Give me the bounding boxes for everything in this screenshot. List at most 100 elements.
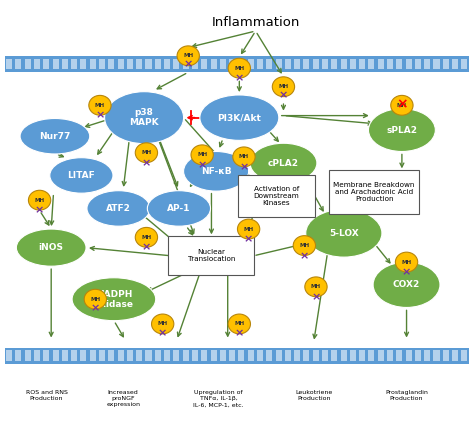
Bar (25, 350, 31, 361)
Text: sPLA2: sPLA2 (386, 125, 418, 135)
Text: ×: × (91, 304, 100, 314)
Bar (109, 59, 114, 69)
Bar (136, 350, 142, 361)
Text: MH: MH (35, 198, 45, 203)
Bar (285, 59, 291, 69)
Bar (201, 350, 207, 361)
Bar (16, 59, 21, 69)
Text: MH: MH (397, 103, 407, 108)
Bar (350, 350, 356, 361)
Bar (146, 59, 152, 69)
Text: MH: MH (95, 103, 105, 108)
Bar (99, 59, 105, 69)
Bar (294, 59, 300, 69)
FancyBboxPatch shape (168, 236, 255, 275)
Text: Increased
proNGF
expression: Increased proNGF expression (106, 390, 140, 408)
Bar (192, 350, 198, 361)
Circle shape (391, 96, 413, 115)
Circle shape (293, 236, 316, 256)
Bar (248, 350, 254, 361)
Ellipse shape (72, 278, 155, 321)
Bar (266, 59, 272, 69)
Bar (71, 350, 77, 361)
Bar (257, 350, 263, 361)
Bar (341, 59, 346, 69)
Circle shape (191, 145, 213, 165)
Text: MH: MH (278, 84, 289, 89)
Text: COX2: COX2 (393, 280, 420, 289)
Text: NADPH
oxidase: NADPH oxidase (94, 290, 133, 309)
Text: MH: MH (401, 260, 411, 264)
Bar (341, 350, 346, 361)
Text: ×: × (239, 162, 249, 172)
Text: ×: × (235, 328, 244, 338)
Bar (443, 350, 449, 361)
Bar (238, 350, 245, 361)
Text: ×: × (244, 234, 253, 244)
Ellipse shape (50, 158, 113, 193)
Bar (71, 59, 77, 69)
Bar (266, 350, 272, 361)
Bar (173, 59, 179, 69)
Bar (109, 350, 114, 361)
Bar (210, 59, 217, 69)
Text: ×: × (300, 251, 309, 261)
Bar (275, 350, 282, 361)
Bar (25, 59, 31, 69)
Bar (461, 350, 467, 361)
Bar (164, 350, 170, 361)
Bar (452, 350, 458, 361)
Text: MH: MH (90, 297, 100, 302)
FancyBboxPatch shape (238, 176, 315, 217)
Text: ×: × (183, 59, 193, 69)
Text: ×: × (396, 97, 408, 111)
Bar (313, 59, 319, 69)
Bar (285, 350, 291, 361)
Bar (164, 59, 170, 69)
Text: ×: × (35, 205, 44, 216)
Bar (303, 350, 310, 361)
Text: Activation of
Downstream
Kinases: Activation of Downstream Kinases (254, 186, 300, 206)
Ellipse shape (183, 152, 248, 191)
Text: Nur77: Nur77 (39, 132, 71, 141)
Text: iNOS: iNOS (39, 243, 64, 252)
Circle shape (228, 314, 250, 334)
Bar (275, 59, 282, 69)
Bar (5, 56, 469, 72)
Text: MH: MH (244, 226, 254, 232)
Circle shape (152, 314, 174, 334)
Bar (434, 59, 439, 69)
Text: ×: × (158, 328, 167, 338)
Bar (210, 350, 217, 361)
Text: MH: MH (239, 155, 249, 160)
Bar (220, 59, 226, 69)
Bar (443, 59, 449, 69)
Bar (257, 59, 263, 69)
Bar (81, 59, 86, 69)
Bar (461, 59, 467, 69)
Text: ×: × (311, 292, 320, 302)
Bar (424, 350, 430, 361)
Bar (424, 59, 430, 69)
Bar (34, 350, 40, 361)
Circle shape (237, 219, 260, 239)
Ellipse shape (147, 191, 210, 226)
Bar (294, 350, 300, 361)
Bar (238, 59, 245, 69)
Text: ×: × (142, 158, 151, 168)
Bar (173, 350, 179, 361)
Bar (359, 59, 365, 69)
Bar (118, 59, 124, 69)
Text: ROS and RNS
Production: ROS and RNS Production (26, 390, 67, 401)
Bar (415, 59, 421, 69)
Bar (16, 350, 21, 361)
Bar (248, 59, 254, 69)
Text: AP-1: AP-1 (167, 204, 191, 213)
Text: Leukotriene
Production: Leukotriene Production (295, 390, 332, 401)
Bar (146, 350, 152, 361)
Text: ×: × (198, 160, 207, 170)
Text: NF-κB: NF-κB (201, 167, 231, 176)
Bar (322, 350, 328, 361)
Bar (387, 59, 393, 69)
Ellipse shape (16, 229, 86, 266)
